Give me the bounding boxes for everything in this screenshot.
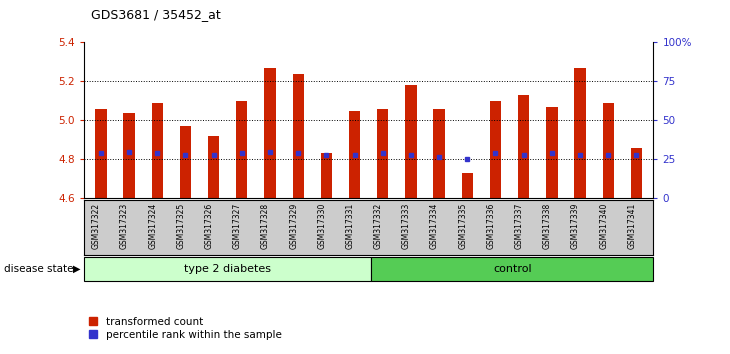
Bar xyxy=(602,103,614,198)
Bar xyxy=(84,257,372,281)
Text: GSM317337: GSM317337 xyxy=(515,203,523,249)
Bar xyxy=(95,109,107,198)
Text: disease state: disease state xyxy=(4,264,73,274)
Bar xyxy=(320,153,332,198)
Text: GSM317334: GSM317334 xyxy=(430,203,439,249)
Text: type 2 diabetes: type 2 diabetes xyxy=(184,264,272,274)
Text: control: control xyxy=(493,264,531,274)
Bar xyxy=(575,68,585,198)
Bar xyxy=(490,101,501,198)
Bar xyxy=(377,109,388,198)
Text: GSM317325: GSM317325 xyxy=(177,203,185,249)
Bar xyxy=(208,136,219,198)
Bar xyxy=(349,111,360,198)
Text: GSM317332: GSM317332 xyxy=(374,203,383,249)
Text: GSM317323: GSM317323 xyxy=(120,203,129,249)
Bar xyxy=(405,85,417,198)
Text: GSM317326: GSM317326 xyxy=(204,203,214,249)
Text: GSM317327: GSM317327 xyxy=(233,203,242,249)
Bar xyxy=(123,113,135,198)
Text: GSM317329: GSM317329 xyxy=(289,203,298,249)
Text: GSM317341: GSM317341 xyxy=(628,203,637,249)
Text: GSM317336: GSM317336 xyxy=(486,203,496,249)
Bar xyxy=(546,107,558,198)
Bar xyxy=(631,148,642,198)
Bar xyxy=(264,68,276,198)
Text: ▶: ▶ xyxy=(73,264,80,274)
Bar xyxy=(434,109,445,198)
Text: GSM317339: GSM317339 xyxy=(571,203,580,249)
Legend: transformed count, percentile rank within the sample: transformed count, percentile rank withi… xyxy=(89,317,282,340)
Bar xyxy=(293,74,304,198)
Text: GSM317324: GSM317324 xyxy=(148,203,157,249)
Text: GDS3681 / 35452_at: GDS3681 / 35452_at xyxy=(91,8,221,21)
Bar xyxy=(461,173,473,198)
Bar xyxy=(237,101,247,198)
Text: GSM317328: GSM317328 xyxy=(261,203,270,249)
Text: GSM317335: GSM317335 xyxy=(458,203,467,249)
Text: GSM317338: GSM317338 xyxy=(543,203,552,249)
Bar xyxy=(180,126,191,198)
Text: GSM317330: GSM317330 xyxy=(318,203,326,249)
Bar xyxy=(152,103,163,198)
Text: GSM317331: GSM317331 xyxy=(345,203,355,249)
Text: GSM317340: GSM317340 xyxy=(599,203,608,249)
Text: GSM317333: GSM317333 xyxy=(402,203,411,249)
Bar xyxy=(518,95,529,198)
Bar xyxy=(372,257,653,281)
Text: GSM317322: GSM317322 xyxy=(92,203,101,249)
